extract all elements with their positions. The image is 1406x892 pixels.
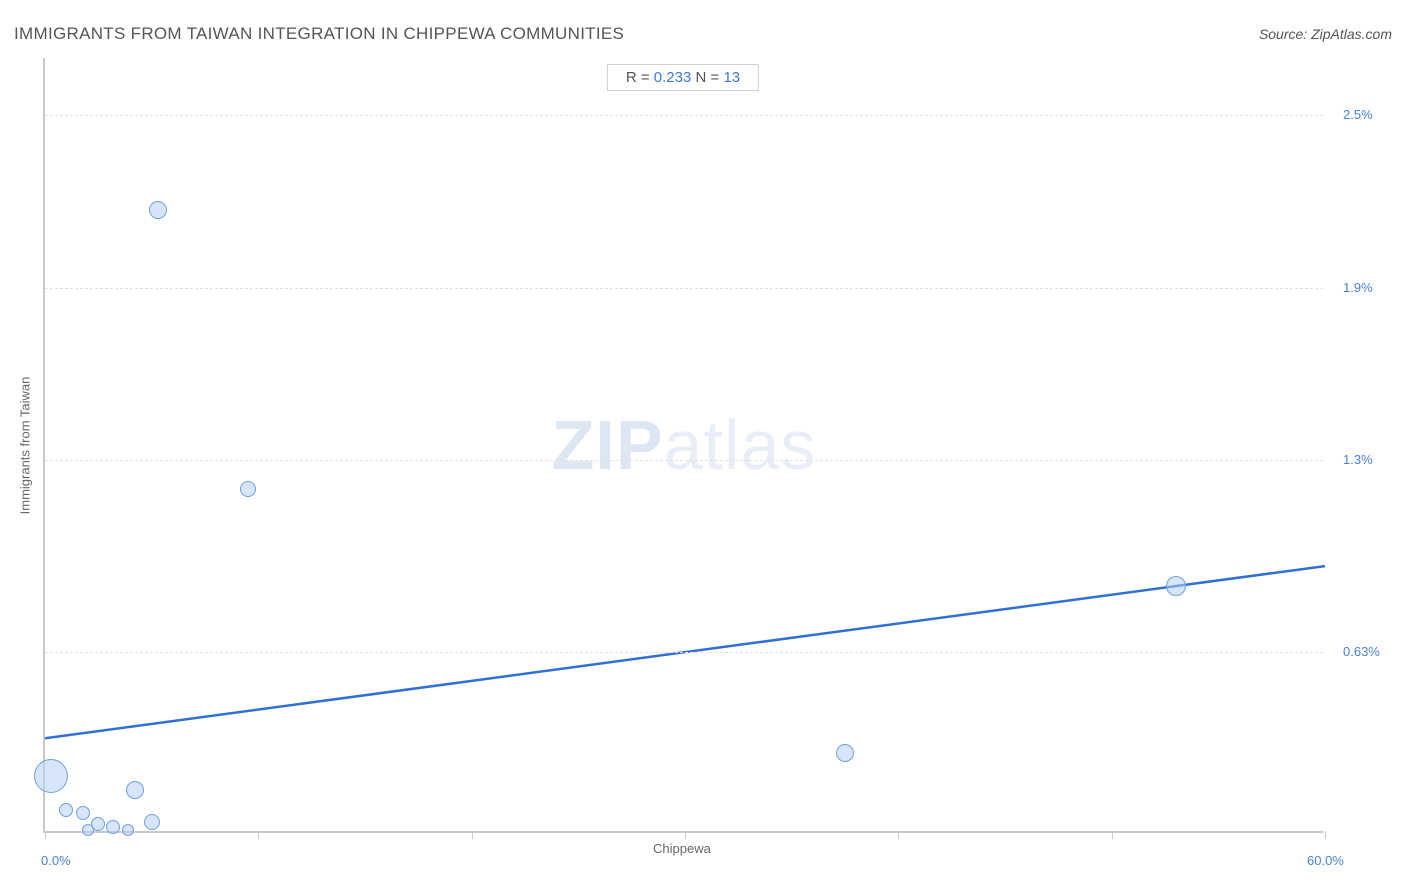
x-axis-label: Chippewa — [653, 841, 711, 856]
x-tick — [258, 831, 259, 839]
x-tick — [898, 831, 899, 839]
x-min-label: 0.0% — [41, 853, 71, 868]
y-axis-label: Immigrants from Taiwan — [18, 365, 33, 525]
n-value: 13 — [723, 69, 740, 86]
data-point — [34, 759, 68, 793]
data-point — [106, 820, 120, 834]
gridline — [45, 652, 1323, 653]
data-point — [82, 824, 94, 836]
trendline-svg — [45, 58, 1325, 833]
stats-box: R = 0.233 N = 13 — [607, 64, 759, 91]
n-label: N = — [691, 69, 723, 86]
gridline — [45, 115, 1323, 116]
data-point — [144, 814, 160, 830]
watermark-text: ZIPatlas — [552, 405, 817, 485]
plot-container: ZIPatlas R = 0.233 N = 13 Immigrants fro… — [43, 58, 1323, 833]
y-tick-label: 1.9% — [1343, 280, 1373, 295]
data-point — [240, 481, 256, 497]
data-point — [836, 744, 854, 762]
y-tick-label: 2.5% — [1343, 107, 1373, 122]
data-point — [149, 201, 167, 219]
y-tick-label: 0.63% — [1343, 644, 1380, 659]
x-tick — [1112, 831, 1113, 839]
watermark-zip: ZIP — [552, 406, 664, 484]
data-point — [1166, 576, 1186, 596]
plot-area: ZIPatlas — [43, 58, 1323, 833]
x-tick — [45, 831, 46, 839]
r-label: R = — [626, 69, 654, 86]
data-point — [126, 781, 144, 799]
chart-title: IMMIGRANTS FROM TAIWAN INTEGRATION IN CH… — [14, 24, 624, 44]
y-tick-label: 1.3% — [1343, 452, 1373, 467]
r-value: 0.233 — [654, 69, 692, 86]
watermark-atlas: atlas — [664, 406, 817, 484]
x-tick — [685, 831, 686, 839]
data-point — [122, 824, 134, 836]
x-tick — [1325, 831, 1326, 839]
data-point — [76, 806, 90, 820]
x-max-label: 60.0% — [1307, 853, 1344, 868]
source-attribution: Source: ZipAtlas.com — [1259, 26, 1392, 42]
data-point — [59, 803, 73, 817]
x-tick — [472, 831, 473, 839]
gridline — [45, 288, 1323, 289]
gridline — [45, 460, 1323, 461]
